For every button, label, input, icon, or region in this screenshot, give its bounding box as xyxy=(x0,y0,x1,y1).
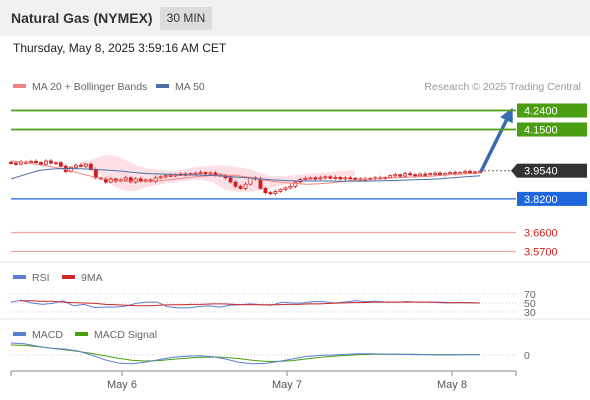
candle xyxy=(263,187,268,195)
candle xyxy=(243,182,248,191)
forecast-arrow-shaft xyxy=(479,112,512,173)
candle xyxy=(378,175,383,180)
candle xyxy=(54,161,58,165)
legend-rsi-ma-label: 9MA xyxy=(81,272,103,284)
candle xyxy=(318,175,323,181)
level-label: 3.5700 xyxy=(524,247,558,259)
legend-macd-signal-label: MACD Signal xyxy=(94,329,157,341)
legend-ma20-label: MA 20 + Bollinger Bands xyxy=(32,81,147,93)
candle xyxy=(428,172,433,176)
candle xyxy=(288,184,293,190)
candle xyxy=(133,177,138,184)
candle xyxy=(208,171,213,175)
candle xyxy=(338,176,343,181)
candle xyxy=(348,175,353,180)
candle xyxy=(423,172,428,177)
candle xyxy=(398,173,403,178)
x-axis-tick-label: May 6 xyxy=(107,379,137,391)
candle xyxy=(328,175,333,180)
candle xyxy=(358,177,363,181)
macd-line xyxy=(10,342,480,365)
macd-tick-label: 0 xyxy=(524,350,530,362)
ma20-line xyxy=(10,160,481,185)
candle xyxy=(443,172,447,177)
legend-ma50-label: MA 50 xyxy=(175,81,205,93)
candle xyxy=(468,169,472,174)
candle xyxy=(393,172,398,178)
ma50-line xyxy=(10,167,481,182)
rsi-tick-label: 50 xyxy=(524,298,536,310)
chart-header: Natural Gas (NYMEX) 30 MIN xyxy=(0,0,590,36)
candle xyxy=(58,161,63,168)
legend-ma50-swatch xyxy=(156,84,169,88)
candle xyxy=(268,190,273,195)
legend-rsi-label: RSI xyxy=(32,272,50,284)
candle xyxy=(408,171,413,176)
candle xyxy=(308,176,313,180)
candle xyxy=(49,158,53,165)
candle xyxy=(333,175,338,181)
rsi-tick-label: 70 xyxy=(524,289,536,301)
candle xyxy=(44,159,48,167)
candle xyxy=(83,162,88,169)
macd-panel: 0 xyxy=(10,342,530,365)
candle xyxy=(238,184,243,190)
candle xyxy=(273,189,278,196)
legend-rsi-swatch xyxy=(13,275,26,279)
level-pivot: 3.8200 xyxy=(11,191,587,206)
main-price-panel xyxy=(9,107,513,196)
candle xyxy=(293,180,298,189)
timeframe-badge[interactable]: 30 MIN xyxy=(160,7,212,30)
candle xyxy=(278,188,283,193)
candle xyxy=(18,160,23,166)
legend-macd-signal-swatch xyxy=(75,332,88,336)
level-label: 3.8200 xyxy=(524,194,558,206)
candle xyxy=(34,159,38,165)
price-levels: 4.2400 4.1500 3.9540 3.8200 3.6600 3.5700 xyxy=(11,103,587,259)
candle xyxy=(158,175,163,180)
candle xyxy=(313,176,318,181)
candle xyxy=(233,180,238,189)
x-axis-tick-label: May 8 xyxy=(437,379,467,391)
level-target: 4.2400 xyxy=(11,103,587,118)
candle xyxy=(9,161,13,165)
rsi-tick-label: 30 xyxy=(524,307,536,319)
legend-macd-swatch xyxy=(13,332,26,336)
level-current: 3.9540 xyxy=(480,163,587,178)
candle xyxy=(78,163,83,168)
rsi-ma-line xyxy=(20,300,481,307)
candle xyxy=(128,176,133,184)
legend-ma20-swatch xyxy=(13,84,26,88)
candle xyxy=(198,170,203,175)
legend-rsi-ma-swatch xyxy=(62,275,75,279)
research-credit: Research © 2025 Trading Central xyxy=(424,81,581,93)
x-axis-tick-label: May 7 xyxy=(272,379,302,391)
level-target: 4.1500 xyxy=(11,122,587,137)
macd-signal-line xyxy=(10,344,480,362)
candle xyxy=(323,175,328,180)
candle xyxy=(433,171,437,176)
level-label: 4.2400 xyxy=(524,106,558,118)
legend-macd-label: MACD xyxy=(32,329,63,341)
instrument-title: Natural Gas (NYMEX) xyxy=(11,10,153,26)
candle xyxy=(203,171,208,176)
candle xyxy=(163,174,168,179)
x-axis: May 6 May 7 May 8 xyxy=(10,370,517,391)
level-support: 3.6600 xyxy=(11,228,558,240)
chart-datetime: Thursday, May 8, 2025 3:59:16 AM CET xyxy=(13,41,227,55)
candle xyxy=(13,161,18,167)
rsi-line xyxy=(10,299,480,309)
candle xyxy=(283,186,288,192)
level-support: 3.5700 xyxy=(11,247,558,259)
level-label: 3.6600 xyxy=(524,228,558,240)
forecast-arrow-head xyxy=(500,107,513,124)
level-label: 3.9540 xyxy=(524,166,558,178)
candle xyxy=(473,170,477,175)
candle xyxy=(343,176,348,181)
level-label: 4.1500 xyxy=(524,125,558,137)
